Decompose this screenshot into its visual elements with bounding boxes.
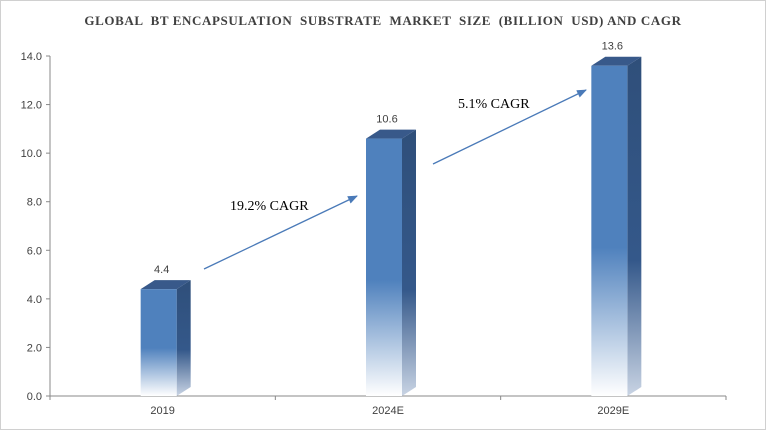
cagr-arrow [203, 195, 358, 270]
chart-title: GLOBAL BT ENCAPSULATION SUBSTRATE MARKET… [84, 13, 682, 28]
y-tick-label: 12.0 [21, 100, 42, 112]
y-tick-label: 4.0 [27, 294, 42, 306]
y-tick-label: 14.0 [21, 51, 42, 63]
bar [140, 289, 177, 396]
cagr-label: 5.1% CAGR [458, 97, 530, 112]
y-tick-label: 10.0 [21, 148, 42, 160]
y-tick-label: 0.0 [27, 391, 42, 403]
x-tick-label: 2029E [597, 405, 629, 417]
data-label: 4.4 [154, 264, 169, 276]
y-tick-label: 8.0 [27, 197, 42, 209]
y-tick-label: 6.0 [27, 245, 42, 257]
data-label: 10.6 [376, 114, 397, 126]
bar-side [627, 56, 642, 396]
cagr-label: 19.2% CAGR [230, 199, 309, 214]
bar-side [176, 280, 191, 396]
cagr-arrow [432, 89, 587, 165]
bar-top [140, 280, 191, 290]
data-label: 13.6 [602, 41, 623, 53]
bar [366, 138, 402, 397]
bar-top [366, 129, 416, 139]
bar-side [402, 129, 416, 397]
bar-top [591, 56, 642, 66]
bar [591, 65, 628, 396]
y-tick-label: 2.0 [27, 342, 42, 354]
x-tick-label: 2019 [150, 405, 174, 417]
x-tick-label: 2024E [372, 405, 404, 417]
